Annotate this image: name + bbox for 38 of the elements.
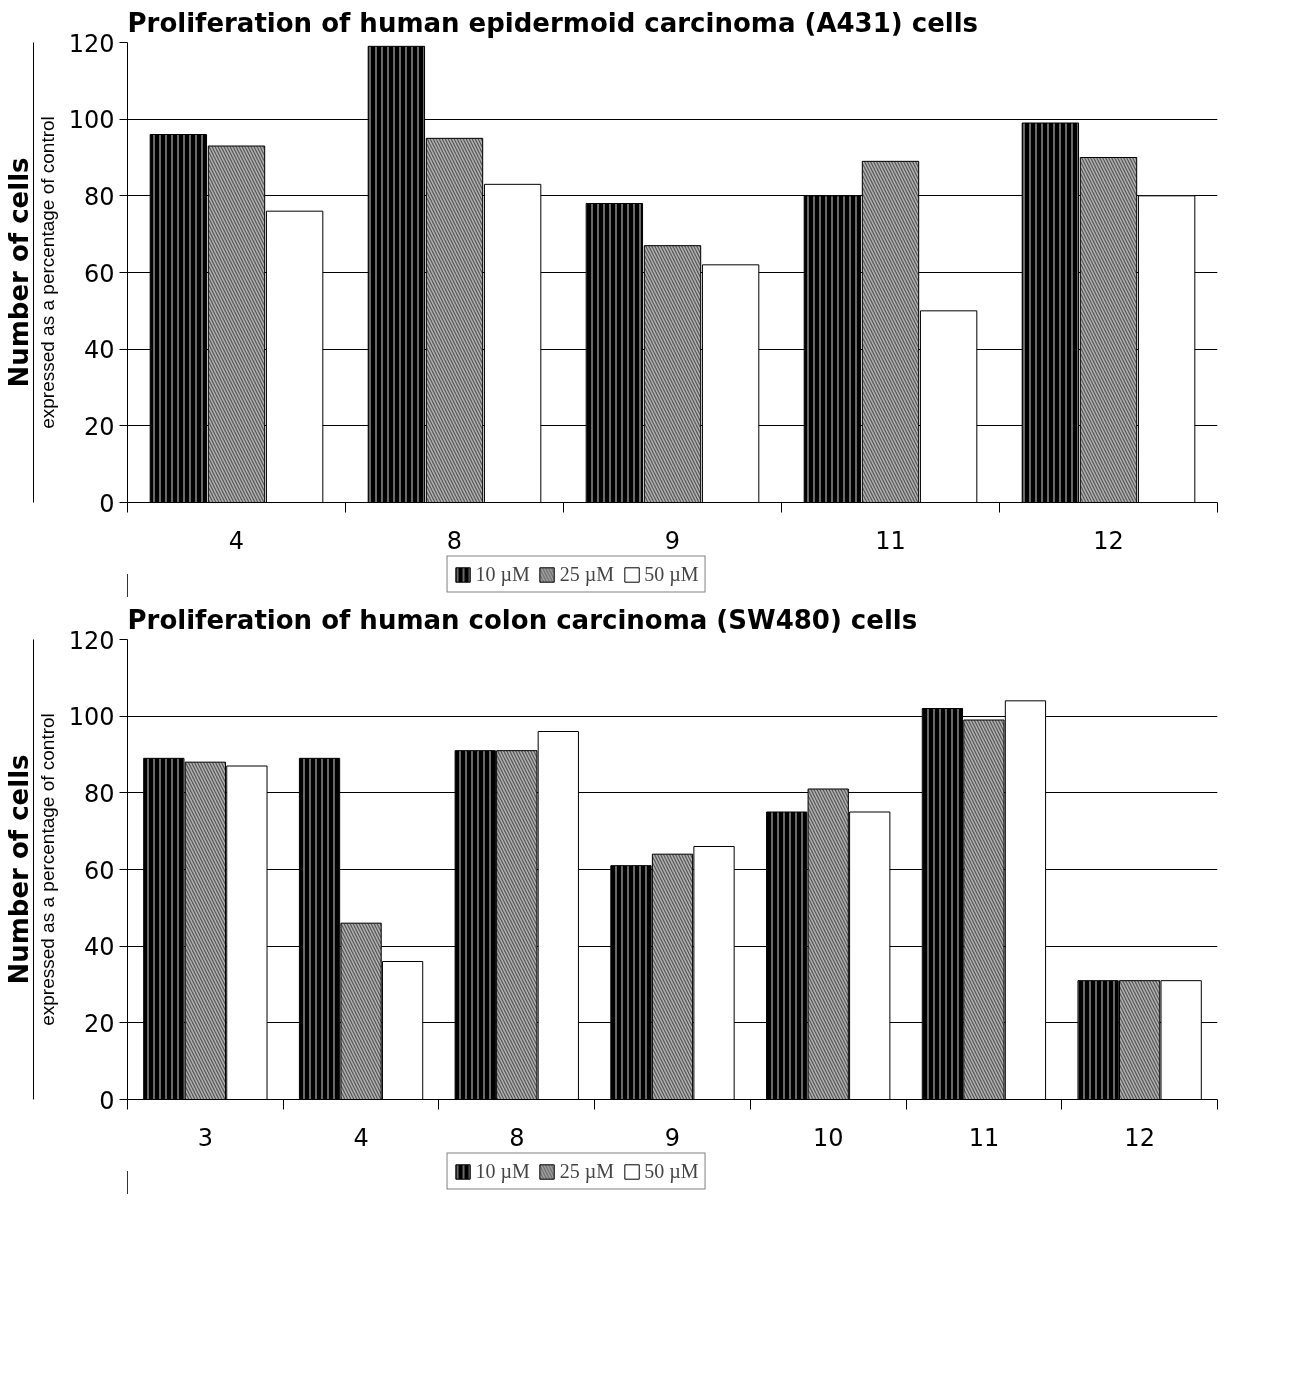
y-axis-title: Number of cells	[3, 157, 34, 388]
y-tick-label: 120	[68, 29, 115, 58]
y-tick-label: 40	[83, 933, 115, 962]
x-tick-label: 9	[664, 526, 681, 555]
x-tick-label: 11	[875, 526, 906, 555]
y-tick-label: 120	[68, 626, 115, 655]
y-tick-label: 0	[99, 489, 115, 518]
legend-label: 50 µM	[644, 562, 699, 586]
chart-title: Proliferation of human epidermoid carcinoma (A431) cells	[127, 7, 979, 38]
legend-label: 25 µM	[559, 1159, 615, 1183]
x-tick-label: 12	[1124, 1123, 1155, 1152]
text: expressed as a percentage of control	[36, 116, 58, 429]
y-tick-label: 20	[83, 1009, 115, 1038]
x-tick-label: 3	[197, 1123, 213, 1152]
legend-label: 50 µM	[644, 1159, 699, 1183]
y-tick-label: 100	[68, 703, 115, 732]
y-tick-label: 80	[83, 779, 115, 808]
y-tick-label: 60	[83, 259, 115, 288]
x-tick-label: 10	[812, 1123, 844, 1152]
y-tick-label: 60	[83, 856, 115, 885]
x-tick-label: 9	[664, 1123, 681, 1152]
x-tick-label: 11	[968, 1123, 1000, 1152]
chart-title: Proliferation of human colon carcinoma (SW480) cells	[127, 604, 918, 635]
y-tick-label: 20	[83, 412, 115, 441]
y-axis-title: Number of cells	[3, 754, 34, 985]
legend-label: 10 µM	[475, 562, 530, 586]
y-tick-label: 0	[99, 1086, 115, 1115]
x-tick-label: 8	[446, 526, 463, 555]
legend-label: 25 µM	[559, 562, 615, 586]
text: expressed as a percentage of control	[36, 713, 58, 1026]
y-tick-label: 100	[68, 106, 115, 135]
x-tick-label: 4	[353, 1123, 369, 1152]
y-tick-label: 80	[83, 182, 115, 211]
x-tick-label: 12	[1093, 526, 1124, 555]
x-tick-label: 4	[228, 526, 245, 555]
y-tick-label: 40	[83, 336, 115, 365]
x-tick-label: 8	[509, 1123, 525, 1152]
legend-label: 10 µM	[475, 1159, 530, 1183]
